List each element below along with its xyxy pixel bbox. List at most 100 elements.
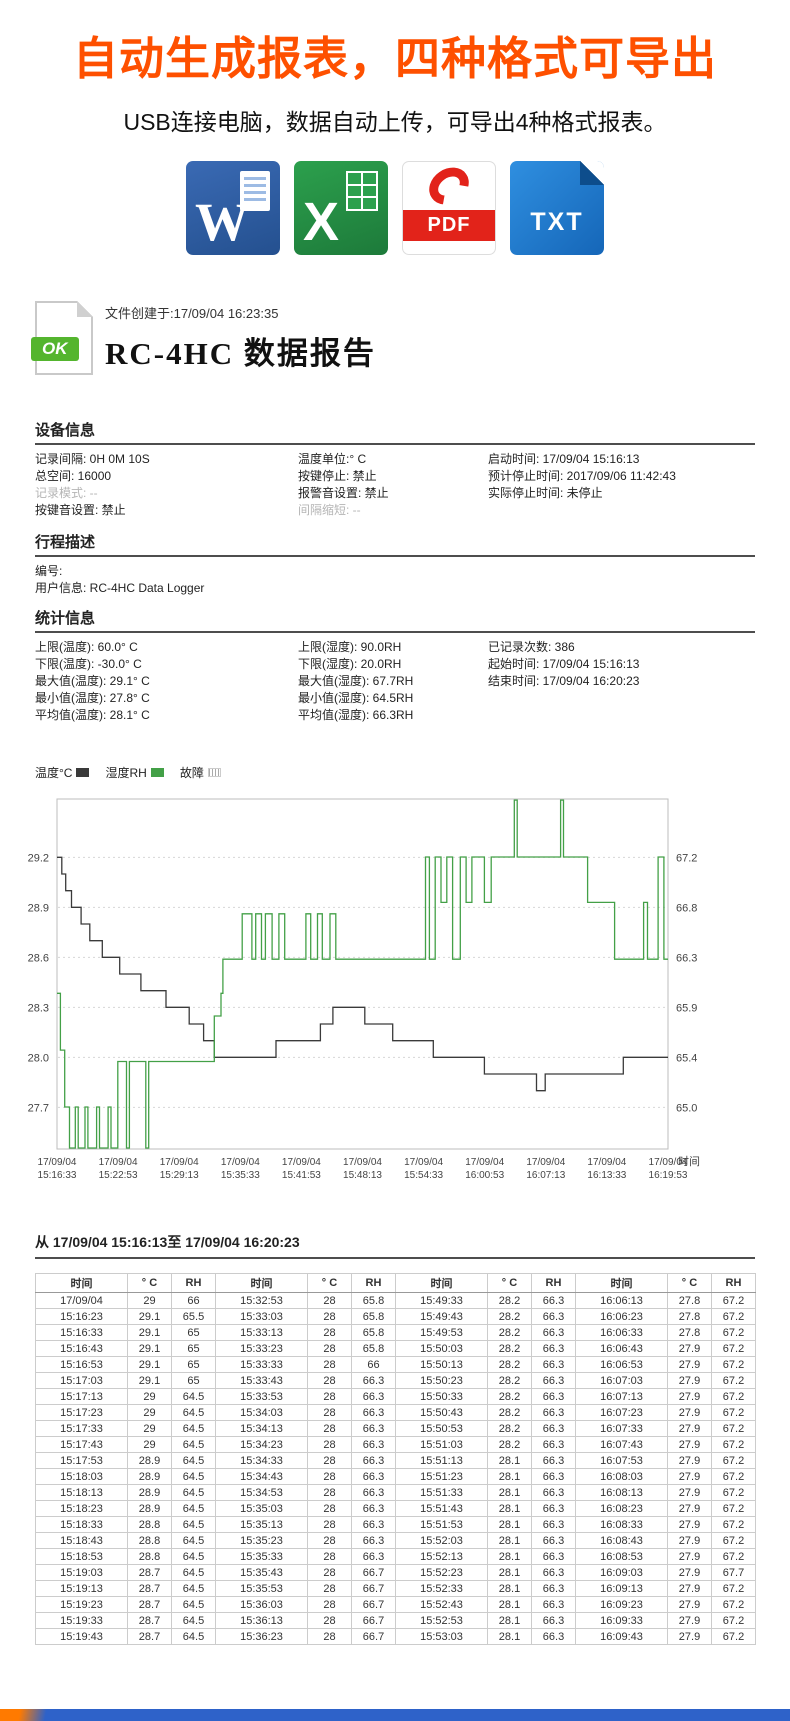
table-cell: 29.1 (127, 1372, 172, 1389)
table-cell: 28 (307, 1596, 352, 1613)
humidity-line (57, 799, 668, 1149)
table-cell: 16:06:23 (575, 1308, 668, 1325)
table-header-cell: RH (351, 1273, 396, 1293)
table-cell: 27.9 (667, 1372, 712, 1389)
info-field: 按键音设置: 禁止 (35, 503, 126, 517)
info-field: 间隔缩短: -- (298, 503, 361, 517)
table-row: 15:19:13 28.7 64.5 15:35:53 28 66.7 15:52:33 28… (35, 1580, 756, 1597)
table-cell: 28 (307, 1516, 352, 1533)
x-axis-time: 15:41:53 (282, 1170, 321, 1181)
table-cell: 28.1 (487, 1596, 532, 1613)
table-cell: 66.3 (531, 1292, 576, 1309)
table-cell: 16:07:43 (575, 1436, 668, 1453)
info-field: 下限(湿度): 20.0RH (298, 657, 402, 671)
table-cell: 16:08:53 (575, 1548, 668, 1565)
table-cell: 28.7 (127, 1580, 172, 1597)
table-header-cell: ° C (307, 1273, 352, 1293)
report-texts: 文件创建于:17/09/04 16:23:35 RC-4HC 数据报告 (105, 301, 376, 373)
table-cell: 28.8 (127, 1548, 172, 1565)
left-axis-tick: 28.3 (28, 1002, 49, 1014)
table-cell: 28.2 (487, 1404, 532, 1421)
x-axis-time: 15:54:33 (404, 1170, 443, 1181)
table-cell: 67.2 (711, 1612, 756, 1629)
table-cell: 28 (307, 1612, 352, 1629)
txt-icon: TXT (510, 161, 604, 255)
table-cell: 64.5 (171, 1452, 216, 1469)
table-cell: 28 (307, 1356, 352, 1373)
report-title: RC-4HC 数据报告 (105, 336, 376, 371)
table-cell: 28 (307, 1372, 352, 1389)
table-cell: 27.9 (667, 1420, 712, 1437)
legend-swatch (76, 768, 90, 777)
table-cell: 64.5 (171, 1500, 216, 1517)
table-cell: 64.5 (171, 1404, 216, 1421)
table-cell: 28 (307, 1580, 352, 1597)
table-row: 15:17:23 29 64.5 15:34:03 28 66.3 15:50:43 28.2… (35, 1404, 756, 1421)
table-cell: 28 (307, 1340, 352, 1357)
table-cell: 15:18:03 (35, 1468, 128, 1485)
table-cell: 15:16:23 (35, 1308, 128, 1325)
table-cell: 64.5 (171, 1420, 216, 1437)
table-row: 15:18:23 28.9 64.5 15:35:03 28 66.3 15:51:43 28… (35, 1500, 756, 1517)
table-cell: 15:33:03 (215, 1308, 308, 1325)
table-cell: 27.9 (667, 1356, 712, 1373)
table-cell: 15:34:03 (215, 1404, 308, 1421)
table-cell: 28.9 (127, 1500, 172, 1517)
table-cell: 15:16:53 (35, 1356, 128, 1373)
table-row: 15:19:23 28.7 64.5 15:36:03 28 66.7 15:52:43 28… (35, 1596, 756, 1613)
left-axis-tick: 28.0 (28, 1052, 49, 1064)
table-cell: 29 (127, 1292, 172, 1309)
table-cell: 28.1 (487, 1628, 532, 1645)
table-cell: 27.9 (667, 1404, 712, 1421)
trend-chart: 29.2 67.2 28.9 66.8 28.6 66.3 28.3 65.9 28.0 65.4… (28, 798, 700, 1181)
table-cell: 65.8 (351, 1324, 396, 1341)
info-field: 记录模式: -- (35, 486, 98, 500)
info-field: 最大值(湿度): 67.7RH (298, 674, 414, 688)
info-field: 按键停止: 禁止 (298, 469, 377, 483)
info-row: 记录间隔: 0H 0M 10S 温度单位:° C 启动时间: 17/09/04 15… (35, 451, 755, 468)
info-field: 启动时间: 17/09/04 15:16:13 (488, 452, 640, 466)
table-cell: 65.8 (351, 1292, 396, 1309)
table-cell: 66.3 (531, 1628, 576, 1645)
table-cell: 67.2 (711, 1596, 756, 1613)
x-axis-date: 17/09/04 (404, 1157, 443, 1168)
table-cell: 28.8 (127, 1532, 172, 1549)
table-cell: 15:52:53 (395, 1612, 488, 1629)
table-cell: 64.5 (171, 1580, 216, 1597)
table-cell: 28 (307, 1308, 352, 1325)
table-cell: 66.3 (531, 1484, 576, 1501)
table-cell: 28.1 (487, 1468, 532, 1485)
table-cell: 15:52:03 (395, 1532, 488, 1549)
table-cell: 27.9 (667, 1532, 712, 1549)
table-cell: 66.3 (351, 1372, 396, 1389)
info-field (488, 502, 755, 519)
table-cell: 27.8 (667, 1292, 712, 1309)
table-cell: 66.3 (531, 1340, 576, 1357)
bottom-decoration-bar (0, 1709, 790, 1721)
table-cell: 16:06:33 (575, 1324, 668, 1341)
table-cell: 66.3 (351, 1500, 396, 1517)
ok-badge: OK (31, 337, 79, 361)
table-cell: 66.3 (351, 1420, 396, 1437)
info-field: 最大值(温度): 29.1° C (35, 674, 150, 688)
table-cell: 29.1 (127, 1324, 172, 1341)
table-header-cell: RH (171, 1273, 216, 1293)
x-axis-time: 16:07:13 (526, 1170, 565, 1181)
table-cell: 28 (307, 1532, 352, 1549)
table-cell: 27.9 (667, 1340, 712, 1357)
table-cell: 16:09:43 (575, 1628, 668, 1645)
table-cell: 27.9 (667, 1612, 712, 1629)
x-axis-date: 17/09/04 (282, 1157, 321, 1168)
info-field: 结束时间: 17/09/04 16:20:23 (488, 674, 640, 688)
page-fold-icon (77, 301, 93, 317)
table-row: 15:16:43 29.1 65 15:33:23 28 65.8 15:50:03 28.2… (35, 1340, 756, 1357)
table-cell: 27.9 (667, 1628, 712, 1645)
table-cell: 65 (171, 1356, 216, 1373)
table-cell: 28 (307, 1484, 352, 1501)
legend-item: 故障 (180, 764, 221, 781)
legend-item: 湿度RH (105, 764, 164, 781)
word-letter: W (195, 192, 249, 252)
table-cell: 15:18:23 (35, 1500, 128, 1517)
info-field: 总空间: 16000 (35, 469, 112, 483)
table-header-cell: RH (711, 1273, 756, 1293)
